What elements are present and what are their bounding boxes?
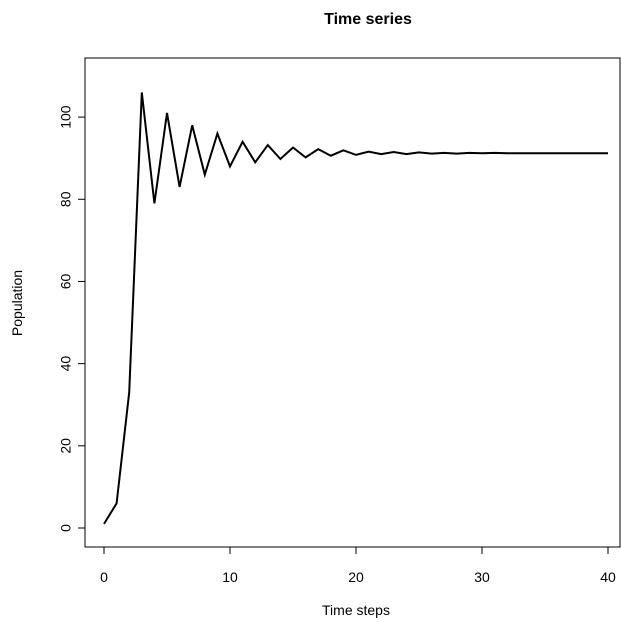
x-tick-label: 30 xyxy=(474,569,490,585)
y-tick-label: 80 xyxy=(58,191,74,207)
y-tick-label: 100 xyxy=(58,105,74,129)
y-tick-label: 60 xyxy=(58,273,74,289)
y-tick-label: 40 xyxy=(58,356,74,372)
series-line xyxy=(103,92,608,525)
y-axis: 0 20 40 60 80 100 xyxy=(58,105,86,532)
x-tick-label: 40 xyxy=(600,569,616,585)
x-axis-label: Time steps xyxy=(322,602,390,618)
x-axis: 0 10 20 30 40 xyxy=(100,546,616,585)
y-tick-label: 0 xyxy=(58,524,74,532)
x-tick-label: 10 xyxy=(222,569,238,585)
y-tick-label: 20 xyxy=(58,438,74,454)
x-tick-label: 20 xyxy=(348,569,364,585)
y-axis-label: Population xyxy=(9,270,25,336)
x-tick-label: 0 xyxy=(100,569,108,585)
chart-title: Time series xyxy=(324,11,412,28)
